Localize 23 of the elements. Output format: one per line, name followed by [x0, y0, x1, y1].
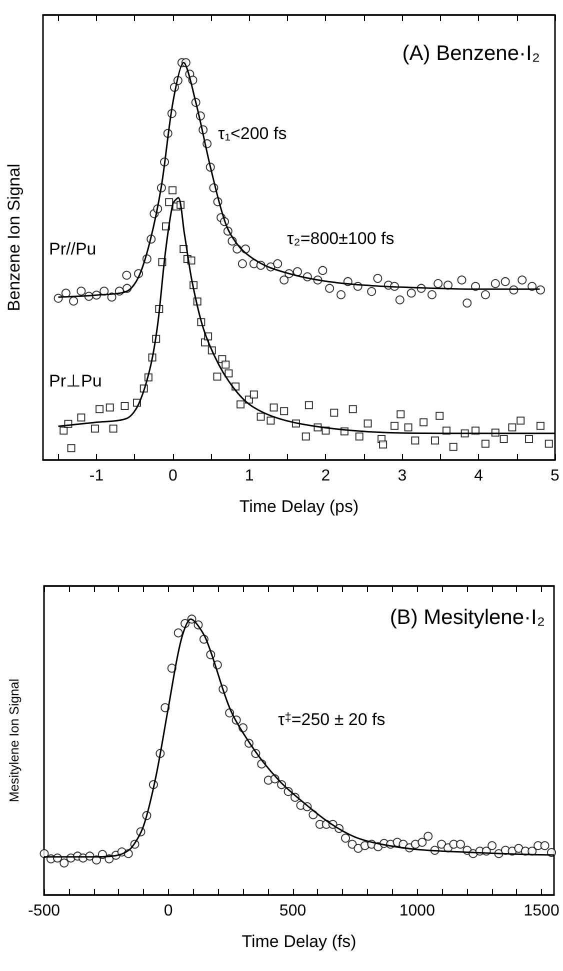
annotation: τ₂=800±100 fs [287, 229, 394, 248]
annotation: τ₁<200 fs [218, 124, 287, 143]
x-tick-label: -500 [28, 902, 60, 920]
chart-title: (A) Benzene·I₂ [402, 42, 540, 65]
x-tick-label: 1 [244, 468, 254, 484]
y-axis-title: Mesitylene Ion Signal [6, 678, 22, 802]
x-tick-label: 4 [474, 468, 484, 484]
x-tick-label: 0 [164, 902, 173, 920]
x-axis-title: Time Delay (fs) [242, 932, 356, 951]
chart-title: (B) Mesitylene·I₂ [390, 606, 546, 629]
x-tick-label: 500 [279, 902, 306, 920]
series-label: Pr//Pu [49, 239, 96, 258]
x-tick-label: -1 [89, 468, 104, 484]
x-tick-label: 1000 [399, 902, 436, 920]
x-tick-label: 0 [168, 468, 178, 484]
x-tick-label: 2 [321, 468, 330, 484]
annotation: τ‡=250 ± 20 fs [278, 710, 386, 729]
series-label: Pr⊥Pu [49, 372, 102, 391]
x-tick-label: 5 [550, 468, 560, 484]
x-tick-label: 3 [398, 468, 407, 484]
y-axis-title: Benzene Ion Signal [4, 164, 24, 312]
x-axis-title: Time Delay (ps) [239, 497, 359, 516]
x-tick-label: 1500 [524, 902, 560, 920]
